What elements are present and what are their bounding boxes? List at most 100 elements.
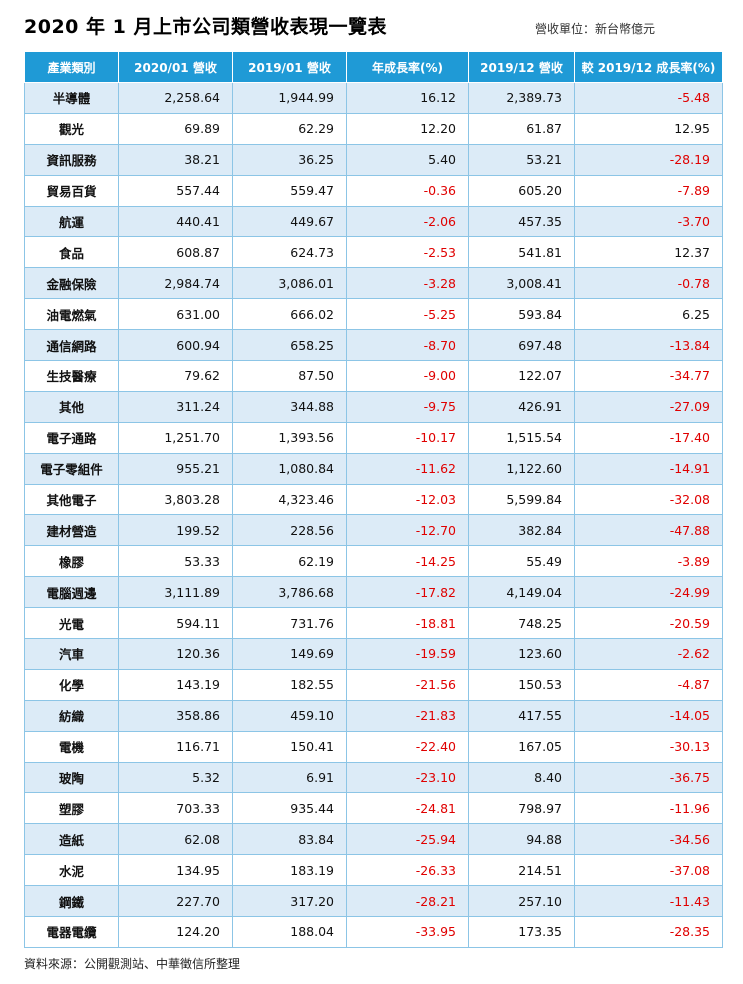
table-row: 半導體 2,258.64 1,944.99 16.12 2,389.73 -5.48	[24, 82, 723, 114]
revenue-2019-12-cell: 417.55	[468, 699, 575, 732]
revenue-2019-01-cell: 6.91	[232, 761, 347, 794]
revenue-2020-01-cell: 2,984.74	[118, 267, 233, 300]
category-cell: 金融保險	[24, 267, 119, 300]
revenue-2020-01-cell: 3,803.28	[118, 483, 233, 516]
revenue-2020-01-cell: 69.89	[118, 112, 233, 145]
revenue-2019-01-cell: 624.73	[232, 236, 347, 269]
revenue-2019-12-cell: 748.25	[468, 607, 575, 640]
revenue-2019-01-cell: 4,323.46	[232, 483, 347, 516]
table-row: 鋼鐵 227.70 317.20 -28.21 257.10 -11.43	[24, 885, 723, 918]
mom-growth-cell: -3.70	[574, 205, 723, 238]
category-cell: 水泥	[24, 854, 119, 887]
table-row: 食品 608.87 624.73 -2.53 541.81 12.37	[24, 236, 723, 269]
yoy-growth-cell: -17.82	[346, 576, 469, 609]
revenue-2020-01-cell: 358.86	[118, 699, 233, 732]
category-cell: 油電燃氣	[24, 298, 119, 331]
yoy-growth-cell: -23.10	[346, 761, 469, 794]
table-row: 電機 116.71 150.41 -22.40 167.05 -30.13	[24, 730, 723, 763]
revenue-2019-12-cell: 1,515.54	[468, 421, 575, 454]
category-cell: 貿易百貨	[24, 174, 119, 207]
table-row: 造紙 62.08 83.84 -25.94 94.88 -34.56	[24, 823, 723, 856]
column-header-revenue-2019-12: 2019/12 營收	[468, 51, 575, 83]
revenue-2019-01-cell: 36.25	[232, 143, 347, 176]
revenue-2019-12-cell: 53.21	[468, 143, 575, 176]
revenue-2019-01-cell: 459.10	[232, 699, 347, 732]
revenue-2020-01-cell: 1,251.70	[118, 421, 233, 454]
revenue-2019-01-cell: 83.84	[232, 823, 347, 856]
yoy-growth-cell: -28.21	[346, 885, 469, 918]
yoy-growth-cell: -14.25	[346, 545, 469, 578]
revenue-2019-12-cell: 457.35	[468, 205, 575, 238]
revenue-2019-12-cell: 3,008.41	[468, 267, 575, 300]
revenue-2019-01-cell: 731.76	[232, 607, 347, 640]
revenue-2019-01-cell: 344.88	[232, 390, 347, 423]
mom-growth-cell: -34.56	[574, 823, 723, 856]
category-cell: 電子零組件	[24, 452, 119, 485]
table-row: 其他電子 3,803.28 4,323.46 -12.03 5,599.84 -32.08	[24, 483, 723, 516]
revenue-2019-12-cell: 2,389.73	[468, 82, 575, 114]
category-cell: 建材營造	[24, 514, 119, 547]
revenue-2020-01-cell: 227.70	[118, 885, 233, 918]
revenue-2019-12-cell: 593.84	[468, 298, 575, 331]
revenue-2020-01-cell: 955.21	[118, 452, 233, 485]
revenue-2019-01-cell: 666.02	[232, 298, 347, 331]
category-cell: 資訊服務	[24, 143, 119, 176]
yoy-growth-cell: 5.40	[346, 143, 469, 176]
revenue-2019-01-cell: 1,080.84	[232, 452, 347, 485]
yoy-growth-cell: -9.00	[346, 360, 469, 392]
revenue-2019-12-cell: 798.97	[468, 792, 575, 825]
yoy-growth-cell: -33.95	[346, 916, 469, 948]
table-body: 半導體 2,258.64 1,944.99 16.12 2,389.73 -5.48 觀光 6…	[24, 82, 723, 948]
unit-note: 營收單位：新台幣億元	[535, 22, 656, 36]
revenue-2020-01-cell: 608.87	[118, 236, 233, 269]
revenue-2020-01-cell: 116.71	[118, 730, 233, 763]
revenue-2019-01-cell: 150.41	[232, 730, 347, 763]
category-cell: 食品	[24, 236, 119, 269]
table-row: 建材營造 199.52 228.56 -12.70 382.84 -47.88	[24, 514, 723, 547]
yoy-growth-cell: -9.75	[346, 390, 469, 423]
category-cell: 電器電纜	[24, 916, 119, 948]
revenue-2019-12-cell: 150.53	[468, 668, 575, 701]
revenue-2019-12-cell: 167.05	[468, 730, 575, 763]
table-row: 電子通路 1,251.70 1,393.56 -10.17 1,515.54 -17.40	[24, 421, 723, 454]
revenue-2019-12-cell: 4,149.04	[468, 576, 575, 609]
mom-growth-cell: 12.95	[574, 112, 723, 145]
yoy-growth-cell: -21.83	[346, 699, 469, 732]
yoy-growth-cell: -11.62	[346, 452, 469, 485]
revenue-2019-12-cell: 122.07	[468, 360, 575, 392]
revenue-2019-01-cell: 1,944.99	[232, 82, 347, 114]
table-row: 紡織 358.86 459.10 -21.83 417.55 -14.05	[24, 699, 723, 732]
category-cell: 橡膠	[24, 545, 119, 578]
revenue-2020-01-cell: 120.36	[118, 638, 233, 670]
category-cell: 其他	[24, 390, 119, 423]
revenue-2020-01-cell: 631.00	[118, 298, 233, 331]
mom-growth-cell: -14.05	[574, 699, 723, 732]
revenue-2020-01-cell: 594.11	[118, 607, 233, 640]
mom-growth-cell: -11.96	[574, 792, 723, 825]
revenue-2019-01-cell: 317.20	[232, 885, 347, 918]
revenue-2019-01-cell: 183.19	[232, 854, 347, 887]
category-cell: 生技醫療	[24, 360, 119, 392]
revenue-2020-01-cell: 53.33	[118, 545, 233, 578]
table-row: 金融保險 2,984.74 3,086.01 -3.28 3,008.41 -0.78	[24, 267, 723, 300]
mom-growth-cell: -4.87	[574, 668, 723, 701]
revenue-2019-12-cell: 55.49	[468, 545, 575, 578]
mom-growth-cell: -11.43	[574, 885, 723, 918]
table-row: 生技醫療 79.62 87.50 -9.00 122.07 -34.77	[24, 360, 723, 392]
revenue-2020-01-cell: 703.33	[118, 792, 233, 825]
revenue-table: 產業類別 2020/01 營收 2019/01 營收 年成長率(%) 2019/…	[24, 51, 723, 948]
table-row: 塑膠 703.33 935.44 -24.81 798.97 -11.96	[24, 792, 723, 825]
revenue-2019-12-cell: 94.88	[468, 823, 575, 856]
revenue-2020-01-cell: 38.21	[118, 143, 233, 176]
category-cell: 其他電子	[24, 483, 119, 516]
mom-growth-cell: -14.91	[574, 452, 723, 485]
mom-growth-cell: -0.78	[574, 267, 723, 300]
mom-growth-cell: -27.09	[574, 390, 723, 423]
yoy-growth-cell: -0.36	[346, 174, 469, 207]
yoy-growth-cell: -3.28	[346, 267, 469, 300]
mom-growth-cell: -7.89	[574, 174, 723, 207]
mom-growth-cell: -3.89	[574, 545, 723, 578]
table-row: 貿易百貨 557.44 559.47 -0.36 605.20 -7.89	[24, 174, 723, 207]
table-row: 橡膠 53.33 62.19 -14.25 55.49 -3.89	[24, 545, 723, 578]
column-header-revenue-2020-01: 2020/01 營收	[118, 51, 233, 83]
